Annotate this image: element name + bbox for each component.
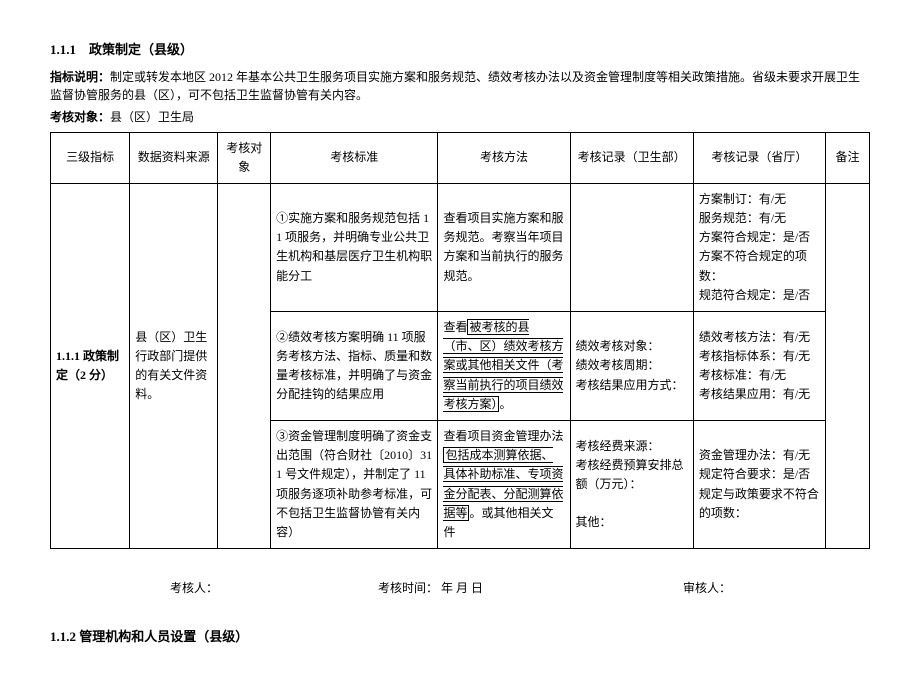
cell-record-moh: 绩效考核对象：绩效考核周期：考核结果应用方式： — [570, 312, 693, 421]
cell-record-moh — [570, 183, 693, 311]
desc-text: 制定或转发本地区 2012 年基本公共卫生服务项目实施方案和服务规范、绩效考核办… — [50, 70, 860, 102]
cell-record-prov: 绩效考核方法：有/无考核指标体系：有/无考核标准：有/无考核结果应用：有/无 — [693, 312, 825, 421]
desc-label: 指标说明： — [50, 70, 110, 84]
section-2-title: 1.1.2 管理机构和人员设置（县级） — [50, 627, 870, 647]
section-1-title-text: 政策制定（县级） — [89, 42, 193, 57]
reviewer-label: 审核人： — [683, 579, 731, 597]
cell-source: 县（区）卫生行政部门提供的有关文件资料。 — [130, 183, 218, 548]
assessor-label: 考核人： — [170, 579, 218, 597]
th-standard: 考核标准 — [271, 132, 438, 183]
th-record-prov: 考核记录（省厅） — [693, 132, 825, 183]
cell-indicator: 1.1.1 政策制定（2 分） — [51, 183, 130, 548]
cell-standard: ②绩效考核方案明确 11 项服务考核方法、指标、质量和数量考核标准，并明确了与资… — [271, 312, 438, 421]
method-pre: 查看项目资金管理办法 — [443, 429, 563, 443]
cell-standard: ③资金管理制度明确了资金支出范围（符合财社〔2010〕311 号文件规定），并制… — [271, 420, 438, 548]
cell-method: 查看被考核的县（市、区）绩效考核方案或其他相关文件（考察当前执行的项目绩效考核方… — [438, 312, 570, 421]
th-source: 数据资料来源 — [130, 132, 218, 183]
th-object: 考核对象 — [218, 132, 271, 183]
cell-remark — [825, 183, 869, 548]
th-remark: 备注 — [825, 132, 869, 183]
cell-indicator-text: 1.1.1 政策制定（2 分） — [56, 349, 119, 382]
section-1-title: 1.1.1 政策制定（县级） — [50, 40, 870, 60]
cell-method: 查看项目资金管理办法包括成本测算依据、具体补助标准、专项资金分配表、分配测算依据… — [438, 420, 570, 548]
cell-object — [218, 183, 271, 548]
assessment-object: 考核对象：县（区）卫生局 — [50, 108, 870, 126]
cell-record-prov: 方案制订：有/无服务规范：有/无方案符合规定：是/否方案不符合规定的项数：规范符… — [693, 183, 825, 311]
assess-time-label: 考核时间： 年 月 日 — [378, 579, 483, 597]
table-header-row: 三级指标 数据资料来源 考核对象 考核标准 考核方法 考核记录（卫生部） 考核记… — [51, 132, 870, 183]
th-indicator: 三级指标 — [51, 132, 130, 183]
th-record-moh: 考核记录（卫生部） — [570, 132, 693, 183]
table-row: 1.1.1 政策制定（2 分） 县（区）卫生行政部门提供的有关文件资料。 ①实施… — [51, 183, 870, 311]
obj-label: 考核对象： — [50, 110, 110, 124]
cell-record-moh: 考核经费来源：考核经费预算安排总额（万元）：其他： — [570, 420, 693, 548]
method-post: 。 — [499, 397, 511, 411]
signature-line: 考核人： 考核时间： 年 月 日 审核人： — [50, 579, 870, 597]
indicator-description: 指标说明：制定或转发本地区 2012 年基本公共卫生服务项目实施方案和服务规范、… — [50, 68, 870, 104]
cell-record-prov: 资金管理办法：有/无规定符合要求：是/否规定与政策要求不符合的项数： — [693, 420, 825, 548]
cell-method: 查看项目实施方案和服务规范。考察当年项目方案和当前执行的服务规范。 — [438, 183, 570, 311]
th-method: 考核方法 — [438, 132, 570, 183]
method-pre: 查看 — [443, 320, 467, 334]
cell-standard: ①实施方案和服务规范包括 11 项服务，并明确专业公共卫生机构和基层医疗卫生机构… — [271, 183, 438, 311]
section-1-number: 1.1.1 — [50, 42, 76, 57]
obj-text: 县（区）卫生局 — [110, 110, 194, 124]
assessment-table: 三级指标 数据资料来源 考核对象 考核标准 考核方法 考核记录（卫生部） 考核记… — [50, 132, 870, 550]
